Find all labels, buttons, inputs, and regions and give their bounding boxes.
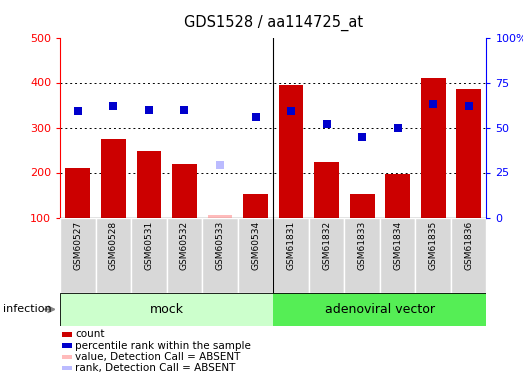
Bar [202,217,238,292]
Bar [344,217,380,292]
Bar [309,217,344,292]
Text: GSM60527: GSM60527 [73,221,83,270]
Text: GSM60533: GSM60533 [215,221,224,270]
Text: mock: mock [150,303,184,316]
Bar [172,164,197,218]
Bar [62,344,72,348]
Bar [62,355,72,359]
Bar [350,194,374,217]
Bar [385,174,410,217]
Bar [65,168,90,217]
Bar [380,217,415,292]
Bar [456,89,481,218]
Bar [420,78,446,218]
Text: value, Detection Call = ABSENT: value, Detection Call = ABSENT [75,352,241,362]
Bar [96,217,131,292]
Bar [101,139,126,218]
Bar [208,215,232,217]
Bar [60,217,96,292]
Text: GDS1528 / aa114725_at: GDS1528 / aa114725_at [184,15,363,31]
Bar [274,217,309,292]
Text: GSM61834: GSM61834 [393,221,402,270]
Bar [62,366,72,370]
Bar [415,217,451,292]
Bar [274,292,504,326]
Bar [314,162,339,218]
Bar [243,194,268,217]
Bar [279,85,303,218]
Text: GSM61833: GSM61833 [358,221,367,270]
Text: GSM61831: GSM61831 [287,221,295,270]
Bar [167,217,202,292]
Text: GSM60532: GSM60532 [180,221,189,270]
Text: GSM60534: GSM60534 [251,221,260,270]
Bar [451,217,486,292]
Text: rank, Detection Call = ABSENT: rank, Detection Call = ABSENT [75,363,235,373]
Text: GSM61836: GSM61836 [464,221,473,270]
Bar [238,217,274,292]
Bar [60,292,273,326]
Text: percentile rank within the sample: percentile rank within the sample [75,340,251,351]
Text: count: count [75,329,105,339]
Text: GSM61832: GSM61832 [322,221,331,270]
Text: adenoviral vector: adenoviral vector [325,303,435,316]
Text: GSM61835: GSM61835 [429,221,438,270]
Text: GSM60531: GSM60531 [144,221,153,270]
Bar [137,152,162,217]
Bar [62,332,72,337]
Text: infection: infection [3,304,51,314]
Bar [131,217,167,292]
Text: GSM60528: GSM60528 [109,221,118,270]
